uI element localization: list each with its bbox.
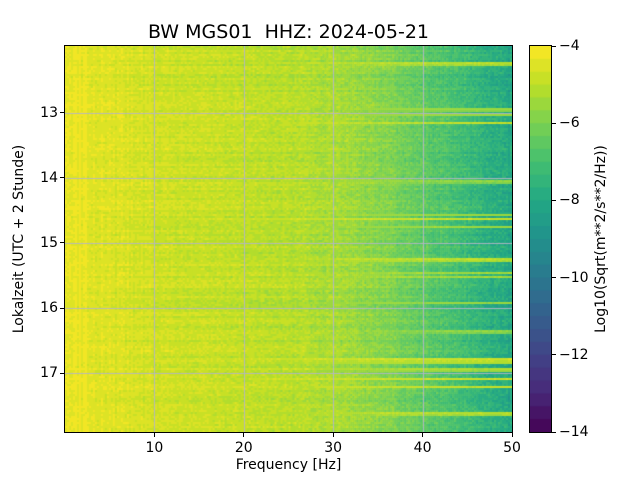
chart-title: BW MGS01 HHZ: 2024-05-21 bbox=[147, 21, 430, 43]
plot-area bbox=[64, 45, 513, 433]
spectrogram-canvas bbox=[65, 46, 512, 432]
colorbar-tick bbox=[552, 45, 556, 47]
x-tick-label: 40 bbox=[413, 440, 432, 456]
x-tick bbox=[153, 433, 155, 437]
y-tick bbox=[60, 177, 64, 179]
y-tick-label: 16 bbox=[40, 300, 58, 317]
y-tick bbox=[60, 112, 64, 113]
colorbar-tick-label: −10 bbox=[559, 269, 589, 286]
colorbar-tick-label: −14 bbox=[559, 424, 589, 440]
colorbar-tick-label: −6 bbox=[559, 115, 580, 132]
x-tick bbox=[332, 433, 334, 437]
y-tick bbox=[60, 372, 64, 374]
x-tick bbox=[422, 433, 424, 437]
colorbar-tick bbox=[552, 431, 556, 433]
colorbar-tick-label: −8 bbox=[559, 192, 580, 209]
colorbar-tick bbox=[552, 122, 556, 124]
colorbar-label: Log10(Sqrt(m**2/s**2/Hz)) bbox=[593, 145, 609, 333]
x-tick-label: 10 bbox=[145, 440, 164, 456]
colorbar-canvas bbox=[530, 46, 551, 432]
x-axis-label: Frequency [Hz] bbox=[235, 457, 342, 473]
x-tick-label: 20 bbox=[234, 440, 253, 456]
x-tick bbox=[511, 433, 513, 437]
x-tick-label: 30 bbox=[324, 440, 343, 456]
colorbar-tick bbox=[552, 277, 556, 279]
x-tick-label: 50 bbox=[503, 440, 521, 456]
y-tick bbox=[60, 242, 64, 244]
colorbar bbox=[529, 45, 552, 433]
y-tick-label: 14 bbox=[40, 169, 58, 186]
colorbar-tick-label: −4 bbox=[559, 38, 580, 54]
y-tick-label: 15 bbox=[40, 234, 58, 251]
colorbar-tick-label: −12 bbox=[559, 346, 589, 363]
y-tick-label: 13 bbox=[40, 104, 58, 121]
colorbar-tick bbox=[552, 354, 556, 356]
colorbar-tick bbox=[552, 199, 556, 201]
y-tick-label: 17 bbox=[40, 365, 58, 382]
y-tick bbox=[60, 307, 64, 309]
x-tick bbox=[243, 433, 245, 437]
